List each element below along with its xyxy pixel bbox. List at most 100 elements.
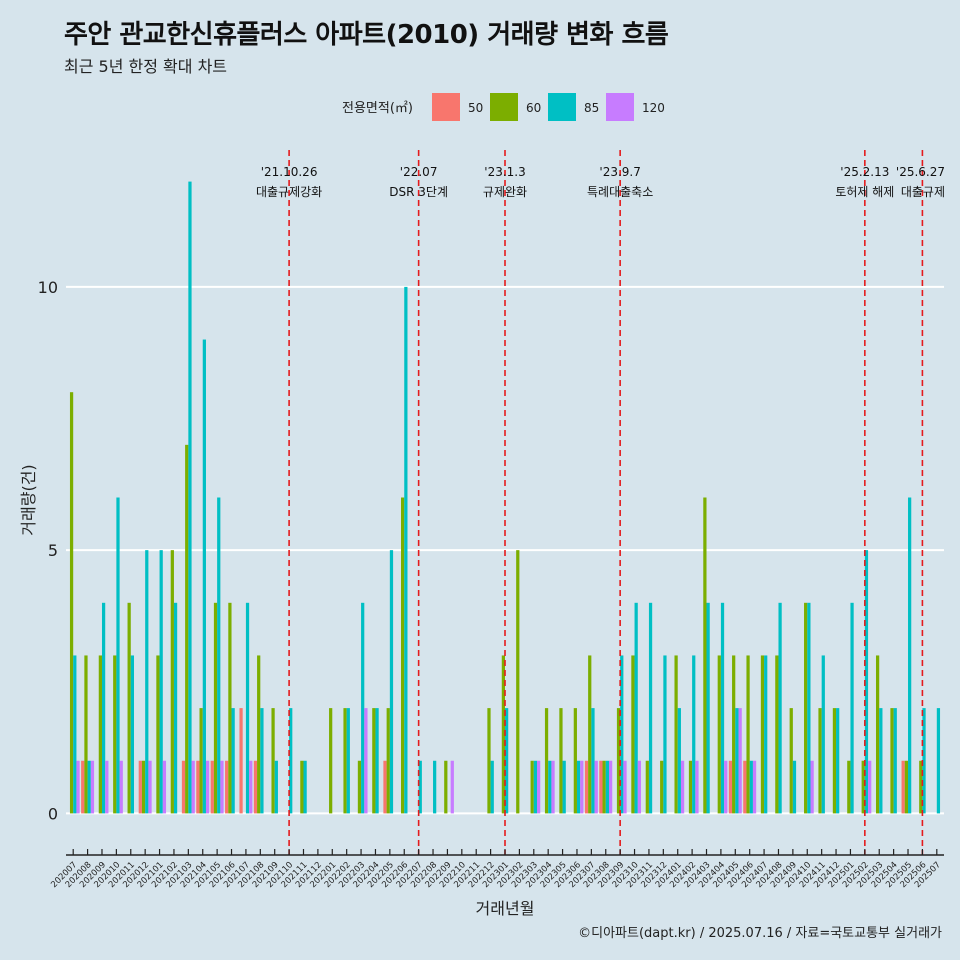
bar-60-202201 [329, 708, 333, 814]
bar-85-202106 [231, 708, 235, 814]
bar-60-202312 [660, 760, 664, 814]
bar-120-202402 [695, 760, 699, 814]
event-label: 규제완화 [483, 185, 527, 199]
event-date: '23.9.7 [599, 165, 640, 179]
bar-120-202107 [249, 760, 253, 814]
bar-60-202204 [372, 708, 376, 814]
bar-50-202103 [181, 760, 186, 814]
legend-key-50 [432, 93, 460, 121]
bar-85-202104 [202, 339, 206, 814]
bar-60-202209 [444, 760, 448, 814]
event-annotations: '21.10.26 대출규제강화 '22.07 DSR 3단계 '23.1.3 규제완화 '… [256, 150, 945, 855]
bar-60-202106 [228, 602, 232, 814]
bar-60-202010 [113, 655, 117, 814]
bar-85-202412 [836, 708, 840, 814]
legend-label-120: 120 [642, 101, 665, 115]
bar-120-202012 [148, 760, 152, 814]
bar-60-202408 [775, 655, 779, 814]
bar-85-202105 [217, 497, 221, 814]
source-caption: ©디아파트(dapt.kr) / 2025.07.16 / 자료=국토교통부 실… [578, 926, 942, 941]
bar-85-202009 [101, 602, 106, 814]
event-date: '25.2.13 [840, 165, 889, 179]
event-label: DSR 3단계 [389, 185, 448, 199]
bar-60-202212 [487, 708, 491, 814]
bar-85-202308 [605, 760, 609, 814]
event-date: '22.07 [400, 165, 438, 179]
bar-85-202101 [159, 550, 163, 814]
bar-85-202110 [289, 708, 293, 814]
event-date: '23.1.3 [484, 165, 525, 179]
bar-120-202410 [810, 760, 814, 814]
bar-60-202504 [890, 708, 894, 814]
bar-85-202310 [634, 602, 638, 814]
bar-60-202007 [69, 392, 74, 814]
bar-60-202405 [732, 655, 736, 814]
bar-85-202010 [116, 497, 120, 814]
bar-120-202307 [594, 760, 598, 814]
bar-120-202304 [551, 760, 555, 814]
bar-85-202204 [375, 708, 379, 814]
bar-85-202102 [173, 602, 178, 814]
event-label: 토허제 해제 [835, 185, 894, 199]
bar-60-202411 [818, 708, 822, 814]
bar-85-202504 [893, 708, 897, 814]
bar-60-202406 [746, 655, 750, 814]
bar-50-202406 [743, 760, 747, 814]
bar-60-202506 [919, 760, 923, 814]
bar-85-202503 [879, 708, 883, 814]
bar-60-202407 [760, 655, 765, 814]
x-axis-label: 거래년월 [476, 899, 535, 918]
bar-60-202111 [300, 760, 304, 814]
bar-60-202009 [98, 655, 102, 814]
event-date: '25.6.27 [896, 165, 945, 179]
bar-85-202505 [908, 497, 912, 814]
bar-50-202105 [210, 760, 214, 814]
bar-60-202302 [516, 550, 520, 814]
bar-120-202309 [623, 760, 627, 814]
bar-60-202502 [861, 760, 865, 814]
bar-85-202202 [346, 708, 350, 814]
bar-60-202205 [386, 708, 390, 814]
y-tick-label: 5 [48, 541, 58, 560]
bar-85-202107 [245, 602, 250, 814]
bar-60-202109 [271, 708, 275, 814]
legend-key-85 [548, 93, 576, 121]
bar-85-202307 [591, 708, 595, 814]
bar-120-202308 [608, 760, 613, 814]
bar-120-202303 [537, 760, 541, 814]
bar-60-202206 [401, 497, 405, 814]
legend-label-50: 50 [468, 101, 483, 115]
bar-60-202108 [257, 655, 261, 814]
bar-120-202502 [868, 760, 872, 814]
bar-120-202009 [105, 760, 109, 814]
bar-60-202305 [559, 708, 563, 814]
y-tick-label: 0 [48, 804, 58, 823]
bar-85-202410 [807, 602, 811, 814]
event-label: 대출규제 [901, 185, 945, 199]
bar-85-202407 [764, 655, 768, 814]
y-axis-label: 거래량(건) [19, 464, 38, 535]
bar-60-202308 [602, 760, 606, 814]
bar-85-202008 [87, 760, 91, 814]
bar-60-202306 [573, 708, 577, 814]
bar-60-202203 [357, 760, 362, 814]
bar-85-202507 [936, 708, 941, 814]
bar-85-202109 [274, 760, 278, 814]
bar-120-202105 [220, 760, 224, 814]
bar-85-202404 [720, 602, 725, 814]
bar-60-202103 [185, 444, 189, 814]
bar-50-202012 [138, 760, 142, 814]
event-label: 특례대출축소 [587, 185, 653, 199]
bar-60-202102 [170, 550, 174, 814]
bar-85-202506 [922, 708, 926, 814]
bar-60-202310 [631, 655, 635, 814]
legend: 전용면적(㎡) 50 60 85 120 [342, 93, 665, 121]
bar-85-202502 [864, 550, 869, 814]
bar-120-202008 [90, 760, 95, 814]
bar-60-202011 [127, 602, 131, 814]
bar-120-202203 [364, 708, 368, 814]
bar-120-202405 [738, 708, 742, 814]
legend-title: 전용면적(㎡) [342, 101, 413, 116]
event-label: 대출규제강화 [256, 185, 322, 199]
